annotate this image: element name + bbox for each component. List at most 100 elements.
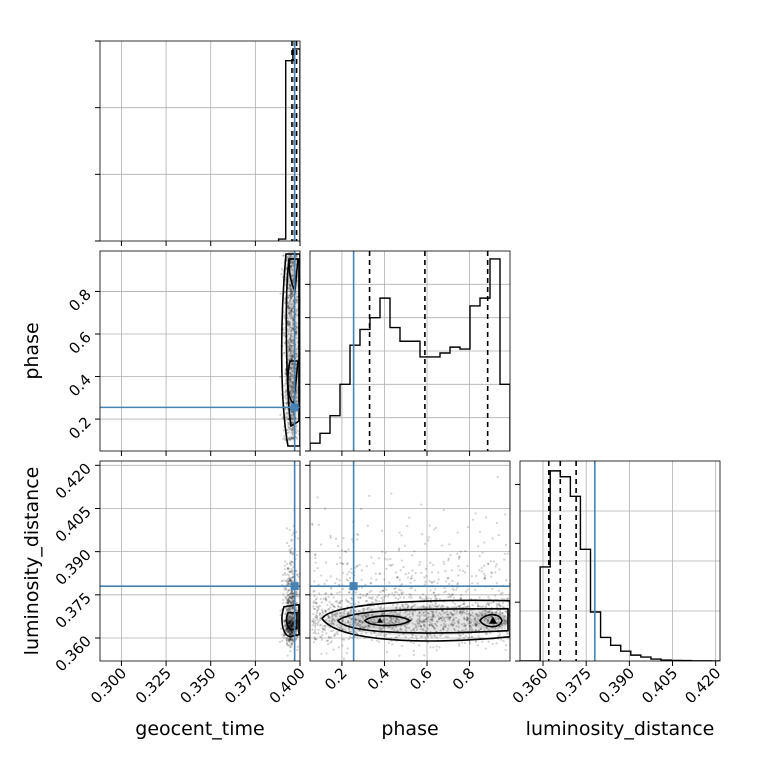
sample-point <box>288 322 291 325</box>
sample-point <box>291 640 294 643</box>
sample-point <box>348 627 351 630</box>
sample-point <box>282 429 285 432</box>
sample-point <box>400 591 403 595</box>
sample-point <box>291 631 294 634</box>
sample-point <box>287 418 290 421</box>
sample-point <box>295 595 298 598</box>
sample-point <box>291 598 294 601</box>
sample-point <box>374 621 378 624</box>
sample-point <box>314 561 317 564</box>
sample-point <box>290 292 293 295</box>
sample-point <box>435 597 438 601</box>
sample-point <box>504 619 507 623</box>
sample-point <box>468 605 471 608</box>
sample-point <box>339 600 342 603</box>
sample-point <box>433 635 437 638</box>
sample-point <box>420 606 423 609</box>
sample-point <box>383 578 386 581</box>
sample-point <box>360 614 363 618</box>
sample-point <box>487 619 490 622</box>
sample-point <box>390 619 393 622</box>
sample-point <box>429 646 432 649</box>
histogram-step <box>520 470 720 661</box>
sample-point <box>340 599 344 603</box>
panel-phase-hist <box>305 250 511 456</box>
sample-point <box>287 342 290 345</box>
panel-luminosity-distance-hist: 0.360 0.375 0.390 0.405 0.420 <box>509 460 725 707</box>
sample-point <box>491 612 494 615</box>
sample-point <box>442 604 445 607</box>
sample-point <box>498 602 501 605</box>
sample-point <box>291 389 294 393</box>
sample-point <box>444 620 447 623</box>
sample-point <box>398 619 401 622</box>
sample-point <box>503 619 506 622</box>
sample-point <box>434 597 438 600</box>
sample-point <box>283 316 286 319</box>
sample-point <box>464 571 467 574</box>
sample-point <box>287 600 290 603</box>
sample-point <box>481 613 485 617</box>
sample-point <box>424 580 427 583</box>
sample-point <box>427 612 431 615</box>
sample-point <box>485 603 488 606</box>
sample-point <box>316 567 319 570</box>
sample-point <box>464 635 467 638</box>
sample-point <box>291 607 294 610</box>
sample-point <box>428 604 431 607</box>
sample-point <box>290 357 293 360</box>
sample-point <box>348 591 351 594</box>
sample-point <box>289 389 292 392</box>
sample-point <box>331 622 334 625</box>
sample-point <box>431 624 434 628</box>
sample-point <box>410 586 413 589</box>
sample-point <box>373 631 376 635</box>
sample-point <box>295 299 299 302</box>
sample-point <box>314 614 318 617</box>
sample-point <box>455 605 458 609</box>
sample-point <box>289 618 292 622</box>
sample-point <box>283 620 287 623</box>
sample-point <box>290 591 293 594</box>
sample-point <box>388 593 391 596</box>
sample-point <box>368 590 371 594</box>
sample-point <box>287 620 290 623</box>
sample-point <box>430 624 433 627</box>
sample-point <box>339 612 342 615</box>
sample-point <box>484 617 487 620</box>
sample-point <box>457 605 460 608</box>
sample-point <box>290 631 294 634</box>
sample-point <box>391 621 394 625</box>
sample-point <box>287 581 290 584</box>
sample-point <box>394 611 397 614</box>
sample-point <box>290 597 293 600</box>
sample-point <box>372 621 375 624</box>
sample-point <box>392 622 395 625</box>
sample-point <box>286 627 289 631</box>
sample-point <box>319 623 322 626</box>
sample-point <box>314 624 317 627</box>
sample-point <box>476 614 479 618</box>
sample-point <box>377 640 381 643</box>
sample-point <box>494 571 497 574</box>
sample-point <box>470 582 474 585</box>
sample-point <box>438 616 441 619</box>
sample-point <box>291 602 294 605</box>
sample-point <box>362 626 365 629</box>
sample-point <box>290 261 293 264</box>
sample-point <box>290 602 293 605</box>
sample-point <box>370 613 373 616</box>
sample-point <box>405 626 408 629</box>
sample-point <box>364 625 367 628</box>
sample-point <box>327 615 331 618</box>
density-fill <box>325 605 510 636</box>
sample-point <box>283 568 286 571</box>
sample-point <box>438 604 441 607</box>
sample-point <box>290 623 293 626</box>
sample-point <box>287 349 290 352</box>
sample-point <box>291 592 294 595</box>
sample-point <box>288 629 291 632</box>
sample-point <box>415 637 418 640</box>
sample-point <box>424 542 427 545</box>
sample-point <box>470 628 474 631</box>
